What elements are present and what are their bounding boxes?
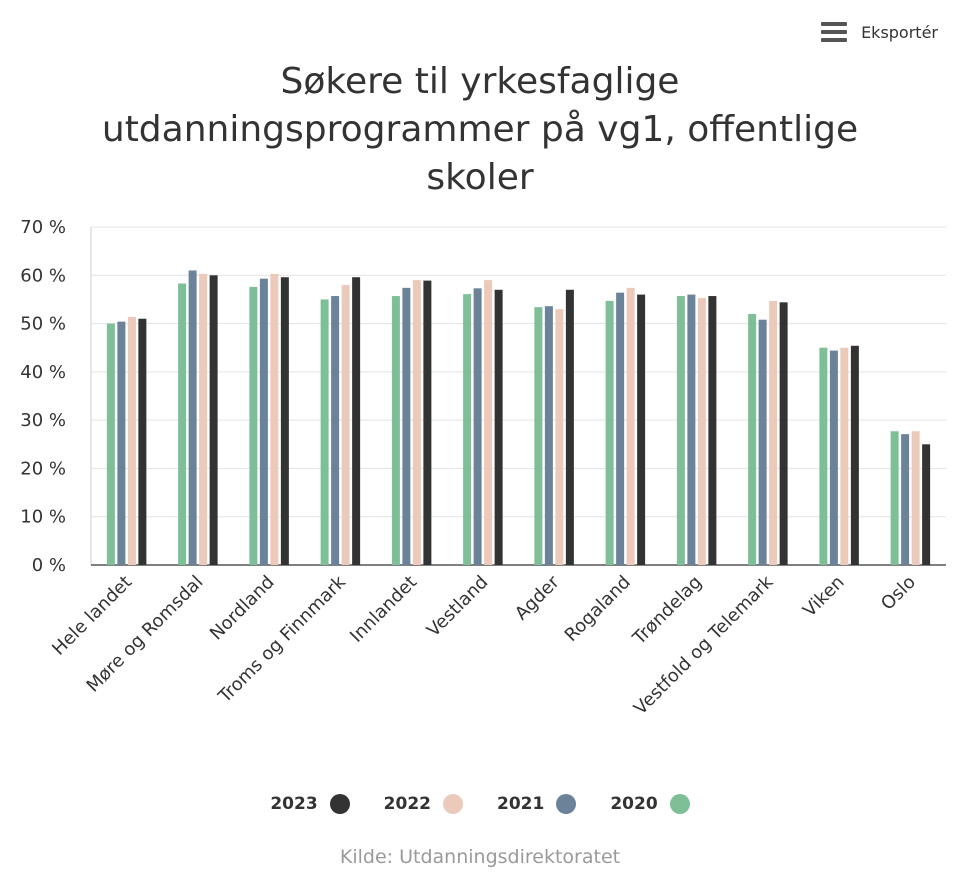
- bar-2020-innlandet: [391, 296, 400, 565]
- bar-2021-trøndelag: [687, 294, 696, 565]
- chart-title-line-3: skoler: [426, 157, 534, 198]
- bar-2021-nordland: [259, 278, 268, 565]
- bar-2023-troms-og-finnmark: [352, 277, 361, 565]
- chart-title-line-1: Søkere til yrkesfaglige: [280, 61, 680, 102]
- bar-2021-innlandet: [402, 287, 411, 565]
- legend-label-2020: 2020: [610, 794, 658, 814]
- bar-2021-agder: [544, 306, 553, 565]
- bar-2020-møre-og-romsdal: [178, 283, 187, 565]
- y-tick-label-10: 10 %: [20, 507, 66, 528]
- bar-2021-vestland: [473, 288, 482, 565]
- hamburger-menu-icon: [821, 22, 848, 42]
- bar-2022-vestland: [484, 280, 493, 565]
- bar-2022-viken: [840, 347, 849, 565]
- bar-2023-innlandet: [423, 280, 432, 565]
- bar-2020-viken: [819, 347, 828, 565]
- legend: 2023 2022 2021 2020: [0, 794, 960, 814]
- bar-2020-trøndelag: [676, 296, 685, 565]
- legend-item-2021[interactable]: 2021: [497, 794, 577, 814]
- bar-2022-nordland: [270, 273, 279, 565]
- legend-label-2023: 2023: [270, 794, 318, 814]
- bar-2023-nordland: [280, 277, 289, 565]
- chart-title: Søkere til yrkesfaglige utdanningsprogra…: [0, 58, 960, 202]
- bar-2021-vestfold-og-telemark: [758, 319, 767, 565]
- bar-2021-viken: [829, 350, 838, 565]
- export-button[interactable]: Eksportér: [821, 22, 938, 42]
- bar-2020-agder: [534, 307, 543, 565]
- bar-2023-vestfold-og-telemark: [779, 302, 788, 565]
- bar-2022-innlandet: [412, 280, 421, 565]
- legend-item-2022[interactable]: 2022: [384, 794, 463, 814]
- bar-2022-møre-og-romsdal: [199, 273, 208, 565]
- y-tick-label-60: 60 %: [20, 265, 66, 286]
- x-tick-label-rogaland: Rogaland: [561, 572, 635, 646]
- legend-dot-2020: [669, 794, 690, 814]
- bar-2023-møre-og-romsdal: [209, 275, 218, 565]
- y-tick-label-30: 30 %: [20, 410, 66, 431]
- x-tick-label-agder: Agder: [511, 571, 564, 624]
- x-tick-label-vestland: Vestland: [423, 572, 493, 642]
- x-tick-label-viken: Viken: [799, 572, 849, 622]
- bar-2021-møre-og-romsdal: [188, 270, 197, 565]
- y-tick-label-40: 40 %: [20, 362, 66, 383]
- bar-2020-troms-og-finnmark: [320, 299, 329, 565]
- x-tick-label-innlandet: Innlandet: [346, 572, 421, 647]
- bar-2023-rogaland: [637, 294, 646, 565]
- bar-2022-hele-landet: [127, 316, 136, 565]
- bar-2020-vestfold-og-telemark: [748, 313, 757, 565]
- bar-2022-vestfold-og-telemark: [769, 300, 778, 565]
- legend-dot-2023: [329, 794, 350, 814]
- bar-2022-trøndelag: [697, 297, 706, 565]
- y-tick-label-50: 50 %: [20, 314, 66, 335]
- y-tick-label-70: 70 %: [20, 217, 66, 238]
- export-label: Eksportér: [861, 22, 938, 42]
- bar-2022-rogaland: [626, 287, 635, 565]
- bar-2023-vestland: [494, 289, 503, 565]
- x-tick-label-nordland: Nordland: [206, 572, 279, 645]
- bar-2022-agder: [555, 309, 564, 565]
- bar-2021-hele-landet: [117, 321, 126, 565]
- y-tick-label-0: 0 %: [32, 555, 66, 576]
- legend-item-2020[interactable]: 2020: [610, 794, 690, 814]
- bar-2023-viken: [850, 345, 859, 565]
- bar-2022-troms-og-finnmark: [341, 284, 350, 565]
- bar-2023-agder: [565, 289, 574, 565]
- legend-dot-2021: [556, 794, 577, 814]
- bar-2023-trøndelag: [708, 296, 717, 565]
- legend-dot-2022: [443, 794, 463, 814]
- x-tick-label-trøndelag: Trøndelag: [628, 572, 706, 650]
- bar-2020-hele-landet: [106, 323, 115, 565]
- x-tick-label-vestfold-og-telemark: Vestfold og Telemark: [630, 571, 778, 719]
- bar-2020-oslo: [890, 431, 899, 565]
- x-tick-label-troms-og-finnmark: Troms og Finnmark: [214, 571, 350, 707]
- bar-2023-oslo: [922, 444, 931, 565]
- x-tick-label-oslo: Oslo: [877, 572, 920, 615]
- legend-label-2021: 2021: [497, 794, 545, 814]
- y-tick-label-20: 20 %: [20, 458, 66, 479]
- legend-label-2022: 2022: [383, 794, 431, 814]
- source-caption: Kilde: Utdanningsdirektoratet: [339, 846, 621, 868]
- bar-2021-oslo: [901, 434, 910, 565]
- bar-2020-nordland: [249, 286, 258, 565]
- bar-2021-troms-og-finnmark: [331, 296, 340, 565]
- legend-item-2023[interactable]: 2023: [270, 794, 350, 814]
- bar-2022-oslo: [911, 431, 920, 565]
- chart-title-line-2: utdanningsprogrammer på vg1, offentlige: [101, 109, 859, 150]
- bar-2020-rogaland: [605, 300, 614, 565]
- bar-2021-rogaland: [616, 292, 625, 565]
- bar-2020-vestland: [463, 294, 472, 565]
- bar-2023-hele-landet: [138, 318, 147, 565]
